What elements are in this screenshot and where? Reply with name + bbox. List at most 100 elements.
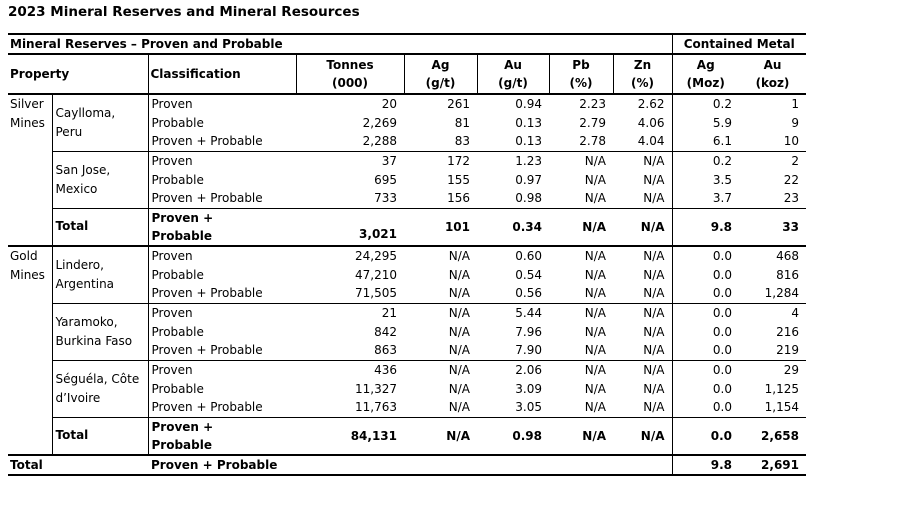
cell-au-koz: 1,154 bbox=[764, 400, 799, 415]
cell-ag-moz: 0.0 bbox=[671, 245, 739, 265]
col-header-tonnes: Tonnes (000) bbox=[295, 53, 404, 94]
cell-ag-moz: 0.0 bbox=[671, 284, 739, 303]
table-row: Yaramoko, Burkina Faso Proven 21 N/A 5.4… bbox=[8, 302, 806, 360]
cell-zn: N/A bbox=[643, 267, 665, 282]
table-row: Probable 842 N/A 7.96 N/A N/A 0.0 216 bbox=[8, 322, 806, 341]
table-row: Proven + Probable 71,505 N/A 0.56 N/A N/… bbox=[8, 284, 806, 303]
cell-tonnes: 2,288 bbox=[362, 134, 397, 149]
cell-zn: N/A bbox=[643, 400, 665, 415]
cell-ag-moz: 9.8 bbox=[671, 207, 739, 246]
cell-zn: N/A bbox=[643, 286, 665, 301]
table-row: Proven + Probable 11,763 N/A 3.05 N/A N/… bbox=[8, 398, 806, 417]
cell-au-grade: 1.23 bbox=[477, 150, 549, 170]
total-classification: Proven + Probable bbox=[151, 210, 214, 243]
col-header-ag-moz: Ag (Moz) bbox=[671, 53, 739, 94]
cell-zn: N/A bbox=[643, 343, 665, 358]
cell-ag-grade: N/A bbox=[448, 381, 470, 396]
cell-ag-moz: 0.0 bbox=[671, 302, 739, 322]
cell-ag-moz: 0.0 bbox=[671, 265, 739, 284]
cell-au-koz: 29 bbox=[739, 359, 806, 379]
cell-au-koz: 23 bbox=[783, 191, 799, 206]
cell-pb: N/A bbox=[584, 267, 606, 282]
mineral-reserves-table: Mineral Reserves – Proven and Probable C… bbox=[8, 33, 806, 476]
cell-zn: N/A bbox=[613, 245, 672, 265]
table-row: Séguéla, Côte d’Ivoire Proven 436 N/A 2.… bbox=[8, 359, 806, 417]
cell-au-koz: 816 bbox=[776, 267, 799, 282]
cell-classification: Probable bbox=[147, 265, 296, 284]
cell-tonnes: 11,763 bbox=[355, 400, 397, 415]
cell-tonnes: 695 bbox=[374, 172, 397, 187]
cell-au-koz: 33 bbox=[739, 207, 806, 246]
table-row: Gold Mines Lindero, Argentina Proven 24,… bbox=[8, 245, 806, 455]
cell-au-koz: 219 bbox=[776, 343, 799, 358]
cell-au-koz: 22 bbox=[783, 172, 799, 187]
cell-zn: N/A bbox=[643, 191, 665, 206]
cell-ag-moz: 0.0 bbox=[671, 341, 739, 360]
cell-tonnes: 84,131 bbox=[296, 416, 404, 455]
cell-ag-moz: 0.0 bbox=[671, 359, 739, 379]
cell-ag-moz: 3.5 bbox=[671, 170, 739, 189]
col-header-ag-grade: Ag (g/t) bbox=[403, 53, 477, 94]
reserves-band-title: Mineral Reserves – Proven and Probable bbox=[8, 33, 672, 54]
cell-classification: Proven + Probable bbox=[147, 284, 296, 303]
cell-pb: N/A bbox=[549, 245, 613, 265]
cell-pb: N/A bbox=[584, 400, 606, 415]
cell-ag-moz: 0.2 bbox=[671, 93, 739, 113]
grand-total-row: Total Proven + Probable 9.8 2,691 bbox=[8, 454, 806, 476]
cell-ag-grade: 172 bbox=[404, 150, 477, 170]
table-row: Probable 47,210 N/A 0.54 N/A N/A 0.0 816 bbox=[8, 265, 806, 284]
cell-ag-grade: 101 bbox=[404, 207, 477, 246]
cell-zn: N/A bbox=[643, 172, 665, 187]
cell-au-koz: 1,284 bbox=[764, 286, 799, 301]
table-row: Probable 11,327 N/A 3.09 N/A N/A 0.0 1,1… bbox=[8, 379, 806, 398]
cell-tonnes: 2,269 bbox=[362, 115, 397, 130]
col-header-pb: Pb (%) bbox=[548, 53, 613, 94]
table-row: Proven + Probable 2,288 83 0.13 2.78 4.0… bbox=[8, 132, 806, 151]
col-header-au-koz: Au (koz) bbox=[739, 53, 806, 94]
cell-tonnes: 436 bbox=[296, 359, 404, 379]
cell-au-grade: 0.98 bbox=[515, 191, 542, 206]
cell-au-grade: 0.54 bbox=[515, 267, 542, 282]
cell-classification: Probable bbox=[147, 170, 296, 189]
cell-pb: N/A bbox=[549, 150, 613, 170]
cell-ag-moz: 0.0 bbox=[671, 398, 739, 417]
table-row: Silver Mines Caylloma, Peru Proven 20 26… bbox=[8, 93, 806, 246]
table-row: Proven + Probable 733 156 0.98 N/A N/A 3… bbox=[8, 189, 806, 208]
cell-tonnes: 24,295 bbox=[296, 245, 404, 265]
grand-total-classification: Proven + Probable bbox=[148, 454, 672, 476]
column-header-row: Property Classification Tonnes (000) Ag … bbox=[8, 53, 806, 94]
cell-ag-grade: N/A bbox=[448, 324, 470, 339]
cell-classification: Proven bbox=[147, 150, 296, 170]
cell-pb: N/A bbox=[549, 416, 613, 455]
cell-au-grade: 0.13 bbox=[515, 134, 542, 149]
table-row: Proven + Probable 863 N/A 7.90 N/A N/A 0… bbox=[8, 341, 806, 360]
cell-ag-moz: 6.1 bbox=[671, 132, 739, 151]
cell-zn: N/A bbox=[613, 150, 672, 170]
cell-ag-grade: 81 bbox=[454, 115, 470, 130]
cell-classification: Probable bbox=[147, 113, 296, 132]
cell-pb: N/A bbox=[584, 286, 606, 301]
cell-zn: 4.06 bbox=[637, 115, 665, 130]
cell-au-grade: 0.97 bbox=[515, 172, 542, 187]
cell-au-koz: 2,658 bbox=[739, 416, 806, 455]
col-header-au-grade: Au (g/t) bbox=[476, 53, 549, 94]
table-row: San Jose, Mexico Proven 37 172 1.23 N/A … bbox=[8, 150, 806, 208]
cell-ag-grade: N/A bbox=[404, 416, 477, 455]
cell-ag-moz: 9.8 bbox=[671, 454, 739, 476]
contained-metal-band-title: Contained Metal bbox=[671, 33, 806, 54]
cell-ag-grade: N/A bbox=[404, 302, 477, 322]
cell-au-grade: 0.34 bbox=[477, 207, 549, 246]
cell-ag-moz: 3.7 bbox=[671, 189, 739, 208]
cell-ag-moz: 0.0 bbox=[671, 322, 739, 341]
cell-classification: Proven bbox=[147, 302, 296, 322]
cell-zn: N/A bbox=[613, 359, 672, 379]
cell-pb: N/A bbox=[584, 343, 606, 358]
table-row: Probable 2,269 81 0.13 2.79 4.06 5.9 9 bbox=[8, 113, 806, 132]
cell-tonnes: 863 bbox=[374, 343, 397, 358]
cell-ag-grade: N/A bbox=[448, 400, 470, 415]
cell-ag-grade: 155 bbox=[447, 172, 470, 187]
page-title: 2023 Mineral Reserves and Mineral Resour… bbox=[8, 4, 360, 20]
cell-tonnes: 21 bbox=[296, 302, 404, 322]
cell-tonnes: 11,327 bbox=[355, 381, 397, 396]
cell-au-grade: 3.09 bbox=[515, 381, 542, 396]
